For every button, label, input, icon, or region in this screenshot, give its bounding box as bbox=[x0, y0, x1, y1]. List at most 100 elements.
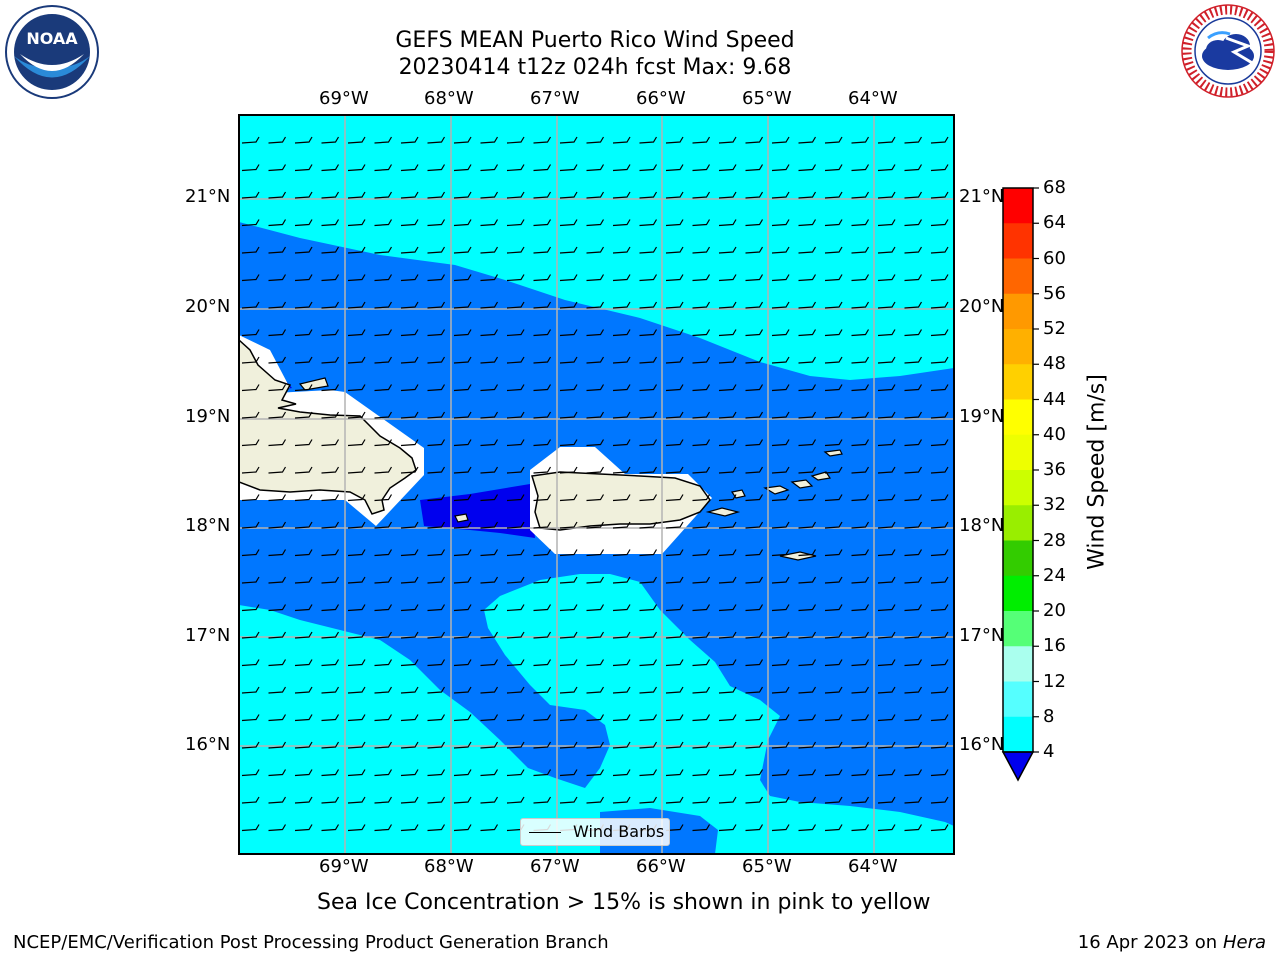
wind-barb bbox=[665, 439, 684, 447]
wind-barb bbox=[692, 741, 711, 749]
wind-barb bbox=[745, 631, 764, 639]
wind-barb bbox=[241, 604, 260, 612]
wind-barb bbox=[480, 631, 499, 639]
wind-barb bbox=[321, 384, 340, 392]
wind-barb bbox=[771, 466, 790, 474]
wind-barb bbox=[347, 521, 366, 529]
wind-barb bbox=[241, 246, 260, 254]
wind-barb bbox=[294, 714, 313, 722]
wind-barb bbox=[877, 604, 896, 612]
wind-barb bbox=[268, 631, 287, 639]
wind-barb bbox=[771, 164, 790, 172]
wind-barb bbox=[877, 824, 896, 832]
colorbar-block bbox=[1003, 505, 1033, 541]
wind-barb bbox=[904, 411, 923, 419]
wind-barb bbox=[665, 604, 684, 612]
wind-barb bbox=[904, 549, 923, 557]
wind-barb bbox=[400, 631, 419, 639]
wind-barb bbox=[241, 714, 260, 722]
wind-barb bbox=[506, 191, 525, 199]
wind-barb bbox=[824, 494, 843, 502]
wind-barb bbox=[904, 466, 923, 474]
wind-barb bbox=[427, 604, 446, 612]
wind-barb bbox=[718, 741, 737, 749]
wind-barb bbox=[612, 384, 631, 392]
puerto-rico-land bbox=[531, 471, 711, 531]
colorbar-block bbox=[1003, 716, 1033, 753]
wind-barb bbox=[347, 576, 366, 584]
wind-barb bbox=[718, 576, 737, 584]
wind-barb bbox=[268, 191, 287, 199]
wind-barb bbox=[374, 631, 393, 639]
wind-barb bbox=[400, 274, 419, 282]
wind-barb bbox=[427, 329, 446, 337]
lon-top-5: 65°W bbox=[742, 88, 792, 109]
wind-barb bbox=[877, 521, 896, 529]
wind-barb bbox=[347, 824, 366, 832]
lat-right-4: 18°N bbox=[959, 515, 1005, 536]
colorbar-block bbox=[1003, 364, 1033, 400]
wind-barb bbox=[930, 494, 949, 502]
wind-barb bbox=[877, 136, 896, 144]
wind-barb bbox=[427, 576, 446, 584]
wind-barb bbox=[241, 631, 260, 639]
wind-barb bbox=[533, 741, 552, 749]
wind-barb bbox=[930, 356, 949, 364]
wind-barb bbox=[374, 191, 393, 199]
wind-barb bbox=[930, 631, 949, 639]
wind-barb bbox=[639, 164, 658, 172]
wind-barb bbox=[321, 219, 340, 227]
wind-barb bbox=[241, 356, 260, 364]
wind-barb bbox=[824, 329, 843, 337]
wind-barb bbox=[347, 494, 366, 502]
wind-barb bbox=[639, 274, 658, 282]
colorbar-tick-label: 20 bbox=[1043, 600, 1066, 621]
wind-barb bbox=[798, 604, 817, 612]
wind-barb bbox=[400, 686, 419, 694]
wind-barb bbox=[268, 576, 287, 584]
wind-barb bbox=[241, 191, 260, 199]
wind-barb bbox=[771, 631, 790, 639]
wind-barb bbox=[427, 191, 446, 199]
wind-barb bbox=[294, 796, 313, 804]
wind-barb bbox=[665, 164, 684, 172]
wind-barb bbox=[453, 356, 472, 364]
wind-barb bbox=[400, 439, 419, 447]
legend: Wind Barbs bbox=[520, 818, 670, 846]
wind-barb bbox=[506, 494, 525, 502]
wind-barb bbox=[268, 439, 287, 447]
wind-barb bbox=[692, 246, 711, 254]
wind-barb bbox=[877, 301, 896, 309]
wind-barb bbox=[480, 191, 499, 199]
wind-barb bbox=[347, 329, 366, 337]
wind-barb bbox=[930, 741, 949, 749]
wind-barb bbox=[692, 714, 711, 722]
wind-barb bbox=[559, 466, 578, 474]
wind-barb bbox=[533, 549, 552, 557]
wind-barb bbox=[321, 494, 340, 502]
wind-barb bbox=[268, 796, 287, 804]
sea-ice-note: Sea Ice Concentration > 15% is shown in … bbox=[317, 890, 931, 915]
wind-barb bbox=[559, 219, 578, 227]
wind-barb bbox=[453, 384, 472, 392]
wind-barb bbox=[533, 796, 552, 804]
wind-barb bbox=[851, 136, 870, 144]
wind-barb bbox=[453, 136, 472, 144]
wind-barb bbox=[241, 741, 260, 749]
wind-barb bbox=[639, 356, 658, 364]
wind-barb bbox=[665, 659, 684, 667]
wind-barb bbox=[374, 714, 393, 722]
wind-barb bbox=[480, 824, 499, 832]
colorbar-block bbox=[1003, 540, 1033, 577]
wind-barb bbox=[374, 576, 393, 584]
wind-barb bbox=[718, 549, 737, 557]
wind-barb bbox=[771, 659, 790, 667]
wind-barb bbox=[665, 466, 684, 474]
wind-barb bbox=[480, 549, 499, 557]
wind-barb bbox=[294, 246, 313, 254]
wind-barb bbox=[718, 191, 737, 199]
colorbar-block bbox=[1003, 646, 1033, 682]
wind-barb bbox=[665, 219, 684, 227]
wind-barb bbox=[877, 686, 896, 694]
colorbar-block bbox=[1003, 575, 1033, 612]
